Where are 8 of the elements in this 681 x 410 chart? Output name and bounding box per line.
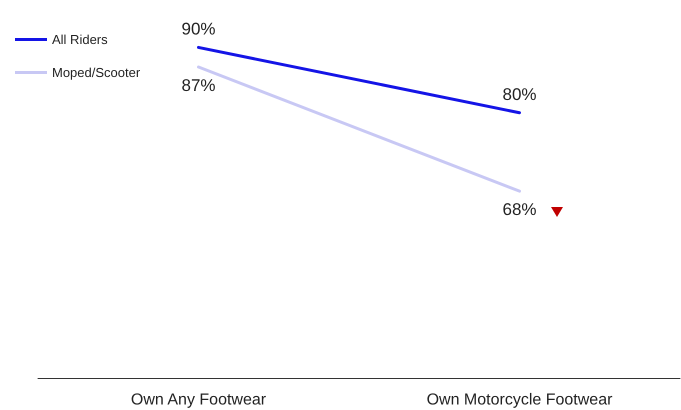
data-label: 87%: [181, 76, 216, 96]
x-tick-label: Own Any Footwear: [130, 392, 267, 408]
legend-label: All Riders: [52, 32, 108, 47]
legend-label: Moped/Scooter: [52, 65, 141, 80]
data-label: 90%: [181, 19, 216, 38]
data-label: 68%: [502, 200, 537, 220]
x-tick-label: Own Motorcycle Footwear: [426, 392, 614, 408]
data-label: 80%: [502, 84, 537, 104]
